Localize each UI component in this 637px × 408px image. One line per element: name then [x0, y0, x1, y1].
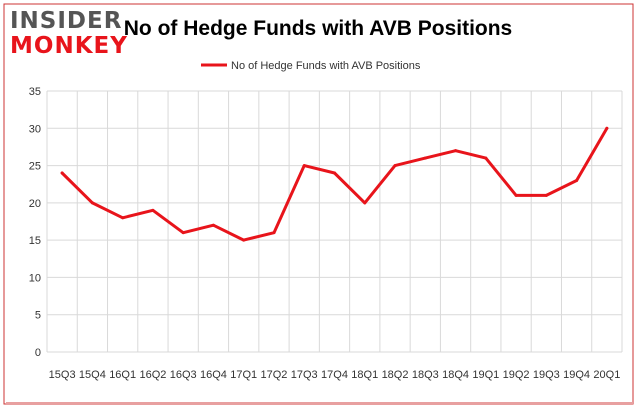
- data-point: [302, 164, 306, 168]
- data-point: [423, 156, 427, 160]
- y-tick-label: 20: [29, 198, 41, 210]
- gridlines: [46, 90, 623, 353]
- data-point: [90, 201, 94, 205]
- x-tick-label: 15Q4: [79, 369, 106, 381]
- series-line: [60, 126, 609, 242]
- y-tick-label: 15: [29, 235, 41, 247]
- y-tick-label: 30: [29, 123, 41, 135]
- x-tick-label: 15Q3: [49, 369, 76, 381]
- y-axis-ticks: 0 5 10 15 20 25 30 35: [29, 86, 41, 359]
- data-point: [121, 216, 125, 220]
- x-tick-label: 17Q2: [261, 369, 288, 381]
- chart-title: No of Hedge Funds with AVB Positions: [124, 17, 513, 40]
- data-point: [454, 149, 458, 153]
- x-tick-label: 16Q2: [139, 369, 166, 381]
- data-point: [333, 171, 336, 175]
- x-tick-label: 16Q4: [200, 369, 227, 381]
- x-tick-label: 19Q3: [533, 369, 560, 381]
- legend: No of Hedge Funds with AVB Positions: [201, 60, 421, 72]
- y-tick-label: 5: [35, 310, 41, 322]
- x-tick-label: 18Q2: [382, 369, 409, 381]
- series-group: [60, 126, 609, 242]
- x-tick-label: 18Q1: [351, 369, 378, 381]
- x-tick-label: 17Q1: [230, 369, 257, 381]
- data-point: [60, 171, 64, 175]
- data-point: [363, 201, 367, 205]
- y-tick-label: 35: [29, 86, 41, 98]
- border-shadow: [6, 402, 633, 405]
- y-tick-label: 25: [29, 161, 41, 173]
- data-point: [272, 231, 276, 235]
- data-point: [605, 126, 609, 130]
- data-point: [242, 238, 246, 242]
- data-point: [393, 164, 397, 168]
- x-tick-label: 18Q3: [412, 369, 439, 381]
- x-tick-label: 17Q4: [321, 369, 348, 381]
- x-tick-label: 19Q2: [503, 369, 530, 381]
- data-point: [151, 208, 155, 212]
- data-point: [575, 178, 579, 182]
- insider-monkey-logo: INSIDER MONKEY: [10, 8, 128, 59]
- y-tick-label: 0: [35, 347, 41, 359]
- logo-line2: MONKEY: [10, 33, 128, 59]
- x-axis-ticks: 15Q3 15Q4 16Q1 16Q2 16Q3 16Q4 17Q1 17Q2 17Q3 17Q4…: [49, 369, 621, 381]
- x-tick-label: 18Q4: [442, 369, 469, 381]
- data-point: [544, 193, 548, 197]
- data-point: [181, 231, 185, 235]
- x-tick-label: 16Q3: [170, 369, 197, 381]
- data-point: [484, 156, 488, 160]
- legend-label: No of Hedge Funds with AVB Positions: [231, 60, 421, 72]
- x-tick-label: 20Q1: [593, 369, 620, 381]
- logo-line1: INSIDER: [10, 8, 122, 34]
- x-tick-label: 19Q4: [563, 369, 590, 381]
- x-tick-label: 19Q1: [472, 369, 499, 381]
- x-tick-label: 17Q3: [291, 369, 318, 381]
- x-tick-label: 16Q1: [109, 369, 136, 381]
- data-point: [211, 223, 215, 227]
- data-point: [514, 193, 518, 197]
- y-tick-label: 10: [29, 272, 41, 284]
